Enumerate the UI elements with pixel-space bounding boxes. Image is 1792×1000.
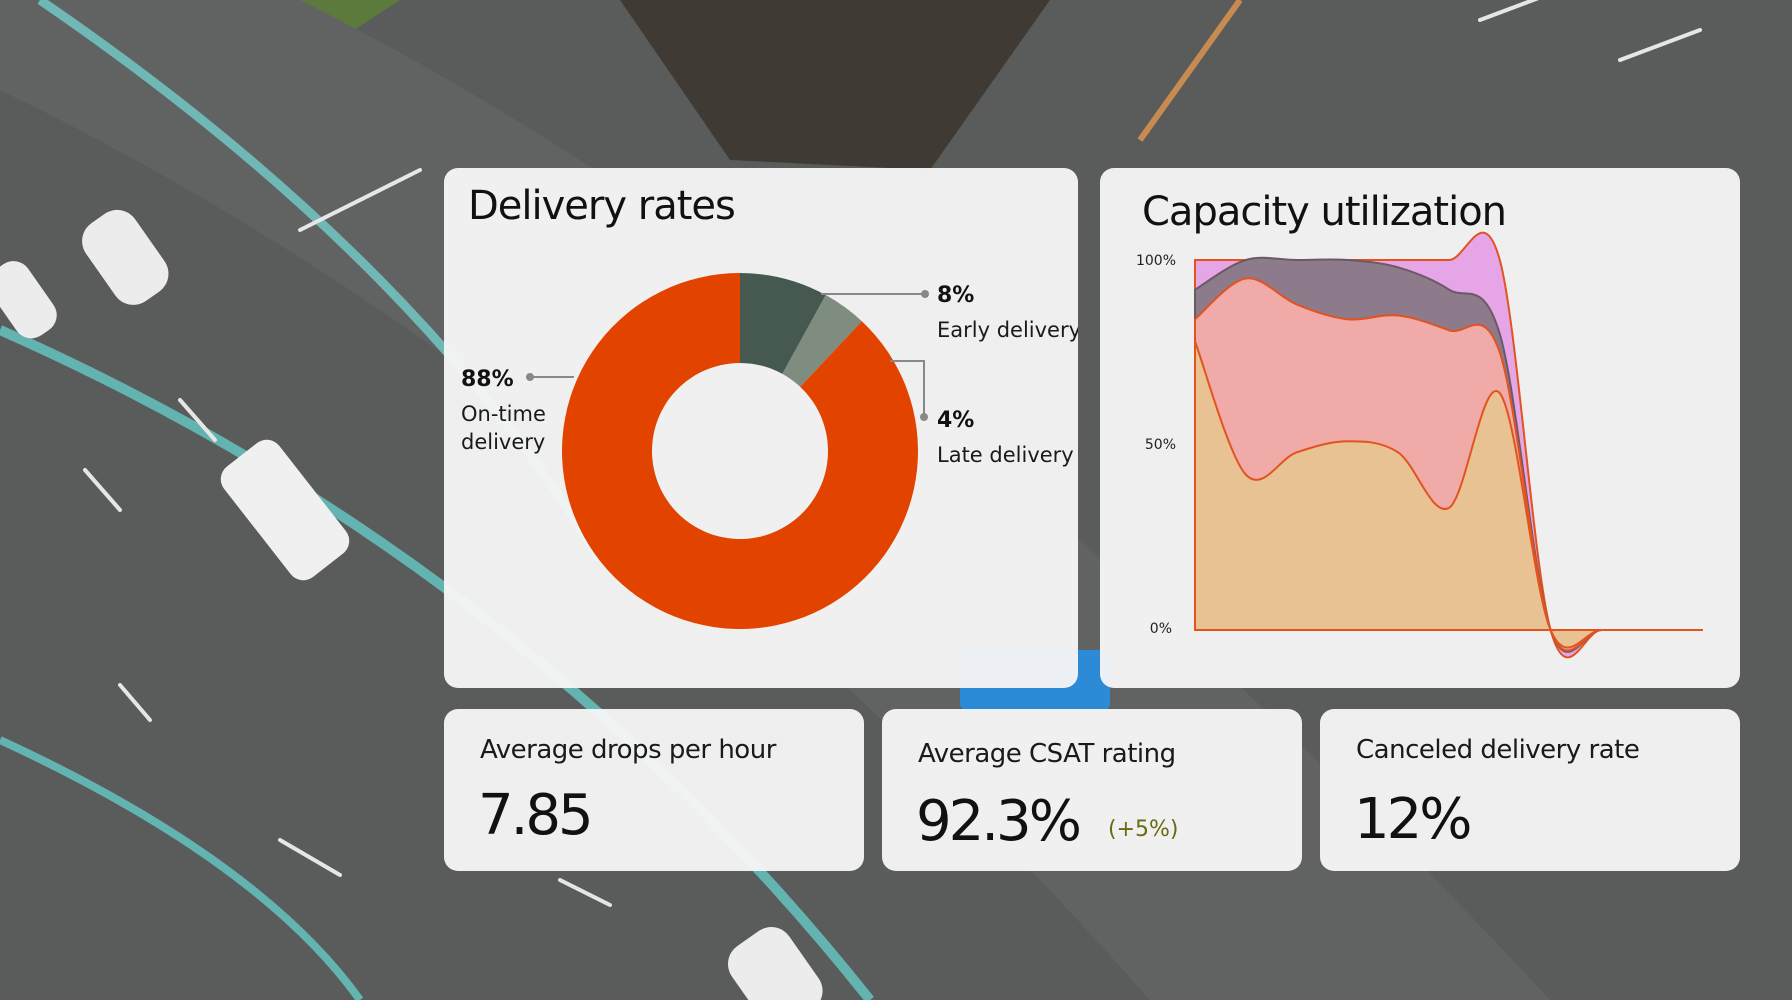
stat-card-csat-rating: Average CSAT rating 92.3% (+5%): [882, 709, 1302, 871]
stat-card-drops-per-hour: Average drops per hour 7.85: [444, 709, 864, 871]
capacity-utilization-title: Capacity utilization: [1142, 189, 1507, 235]
on-time-delivery-slice: [562, 273, 918, 629]
on-time-delivery-label-line2: delivery: [461, 430, 545, 454]
late-delivery-pct: 4%: [937, 408, 974, 433]
late-delivery-label: Late delivery: [937, 443, 1074, 467]
stat-card-canceled-rate: Canceled delivery rate 12%: [1320, 709, 1740, 871]
capacity-utilization-area-chart: 100% 50% 0%: [1136, 231, 1703, 659]
on-time-delivery-leader: [526, 373, 574, 381]
early-delivery-slice: [740, 273, 826, 374]
early-delivery-pct: 8%: [937, 283, 974, 308]
stat-value: 92.3%: [916, 789, 1082, 854]
delivery-rates-title: Delivery rates: [468, 183, 736, 229]
area-series-1: [1194, 341, 1703, 649]
stat-value: 12%: [1354, 787, 1472, 852]
stat-label: Average CSAT rating: [918, 739, 1176, 769]
late-delivery-leader: [890, 360, 928, 421]
late-delivery-slice: [782, 295, 862, 387]
stat-label: Canceled delivery rate: [1356, 735, 1640, 765]
delivery-rates-card: Delivery rates 8% Early delivery 4% Late…: [444, 168, 1078, 688]
stat-label: Average drops per hour: [480, 735, 776, 765]
y-tick-100: 100%: [1136, 253, 1176, 269]
on-time-delivery-pct: 88%: [461, 367, 514, 392]
stat-change-badge: (+5%): [1108, 817, 1179, 842]
capacity-utilization-card: Capacity utilization 100% 50% 0%: [1100, 168, 1740, 688]
y-tick-50: 50%: [1145, 437, 1176, 453]
delivery-rates-donut-chart: 8% Early delivery 4% Late delivery 88% O…: [461, 273, 1078, 629]
early-delivery-label: Early delivery: [937, 318, 1078, 342]
early-delivery-leader: [821, 290, 929, 298]
on-time-delivery-label-line1: On-time: [461, 402, 546, 426]
stat-value: 7.85: [478, 783, 594, 848]
y-tick-0: 0%: [1150, 621, 1172, 637]
